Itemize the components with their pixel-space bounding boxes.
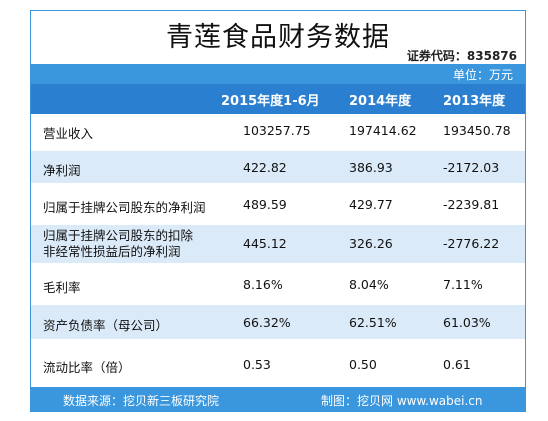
table-row: 归属于挂牌公司股东的扣除 非经常性损益后的净利润 445.12 326.26 -… (31, 225, 525, 263)
cell-value: 429.77 (349, 197, 393, 212)
row-label: 毛利率 (43, 280, 81, 295)
cell-value: 8.04% (349, 277, 389, 292)
column-header-2015h1: 2015年度1-6月 (221, 94, 320, 109)
cell-value: -2776.22 (443, 236, 500, 251)
table-row: 营业收入 103257.75 197414.62 193450.78 (31, 114, 525, 147)
row-label: 流动比率（倍） (43, 360, 131, 375)
column-header-2013: 2013年度 (443, 94, 506, 109)
cell-value: 8.16% (243, 277, 283, 292)
cell-value: 197414.62 (349, 123, 417, 138)
unit-label: 单位：万元 (452, 68, 513, 82)
data-source-text: 数据来源：挖贝新三板研究院 (63, 394, 220, 408)
cell-value: 0.53 (243, 357, 271, 372)
financial-table-card: 青莲食品财务数据 证券代码：835876 单位：万元 2015年度1-6月 20… (30, 10, 526, 412)
cell-value: 326.26 (349, 236, 393, 251)
row-label-line1: 归属于挂牌公司股东的扣除 (43, 228, 194, 243)
row-label: 资产负债率（母公司） (43, 318, 169, 333)
cell-value: 0.61 (443, 357, 471, 372)
unit-bar: 单位：万元 (31, 64, 525, 84)
table-row: 资产负债率（母公司） 66.32% 62.51% 61.03% (31, 305, 525, 339)
cell-value: 386.93 (349, 160, 393, 175)
cell-value: 7.11% (443, 277, 483, 292)
table-row: 归属于挂牌公司股东的净利润 489.59 429.77 -2239.81 (31, 187, 525, 221)
cell-value: 193450.78 (443, 123, 511, 138)
footer-bar: 数据来源：挖贝新三板研究院 制图：挖贝网 www.wabei.cn (31, 387, 525, 411)
row-label-line2: 非经常性损益后的净利润 (43, 244, 181, 259)
chart-maker-text: 制图：挖贝网 www.wabei.cn (321, 394, 483, 408)
cell-value: 61.03% (443, 315, 491, 330)
table-row: 毛利率 8.16% 8.04% 7.11% (31, 267, 525, 301)
cell-value: 103257.75 (243, 123, 311, 138)
cell-value: 445.12 (243, 236, 287, 251)
page-title: 青莲食品财务数据 (166, 22, 390, 53)
table-row: 净利润 422.82 386.93 -2172.03 (31, 151, 525, 183)
row-label: 营业收入 (43, 126, 94, 141)
cell-value: -2172.03 (443, 160, 500, 175)
cell-value: -2239.81 (443, 197, 500, 212)
cell-value: 0.50 (349, 357, 377, 372)
cell-value: 62.51% (349, 315, 397, 330)
table-header: 2015年度1-6月 2014年度 2013年度 (31, 84, 525, 114)
row-label: 净利润 (43, 163, 81, 178)
cell-value: 66.32% (243, 315, 291, 330)
cell-value: 489.59 (243, 197, 287, 212)
row-label: 归属于挂牌公司股东的净利润 (43, 200, 206, 215)
column-header-2014: 2014年度 (349, 94, 412, 109)
table-row: 流动比率（倍） 0.53 0.50 0.61 (31, 343, 525, 387)
stock-code: 证券代码：835876 (406, 49, 517, 63)
cell-value: 422.82 (243, 160, 287, 175)
